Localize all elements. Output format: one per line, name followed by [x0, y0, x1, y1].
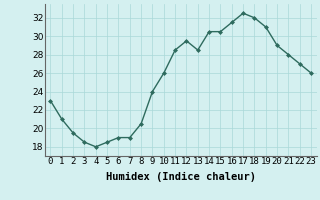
X-axis label: Humidex (Indice chaleur): Humidex (Indice chaleur) — [106, 172, 256, 182]
